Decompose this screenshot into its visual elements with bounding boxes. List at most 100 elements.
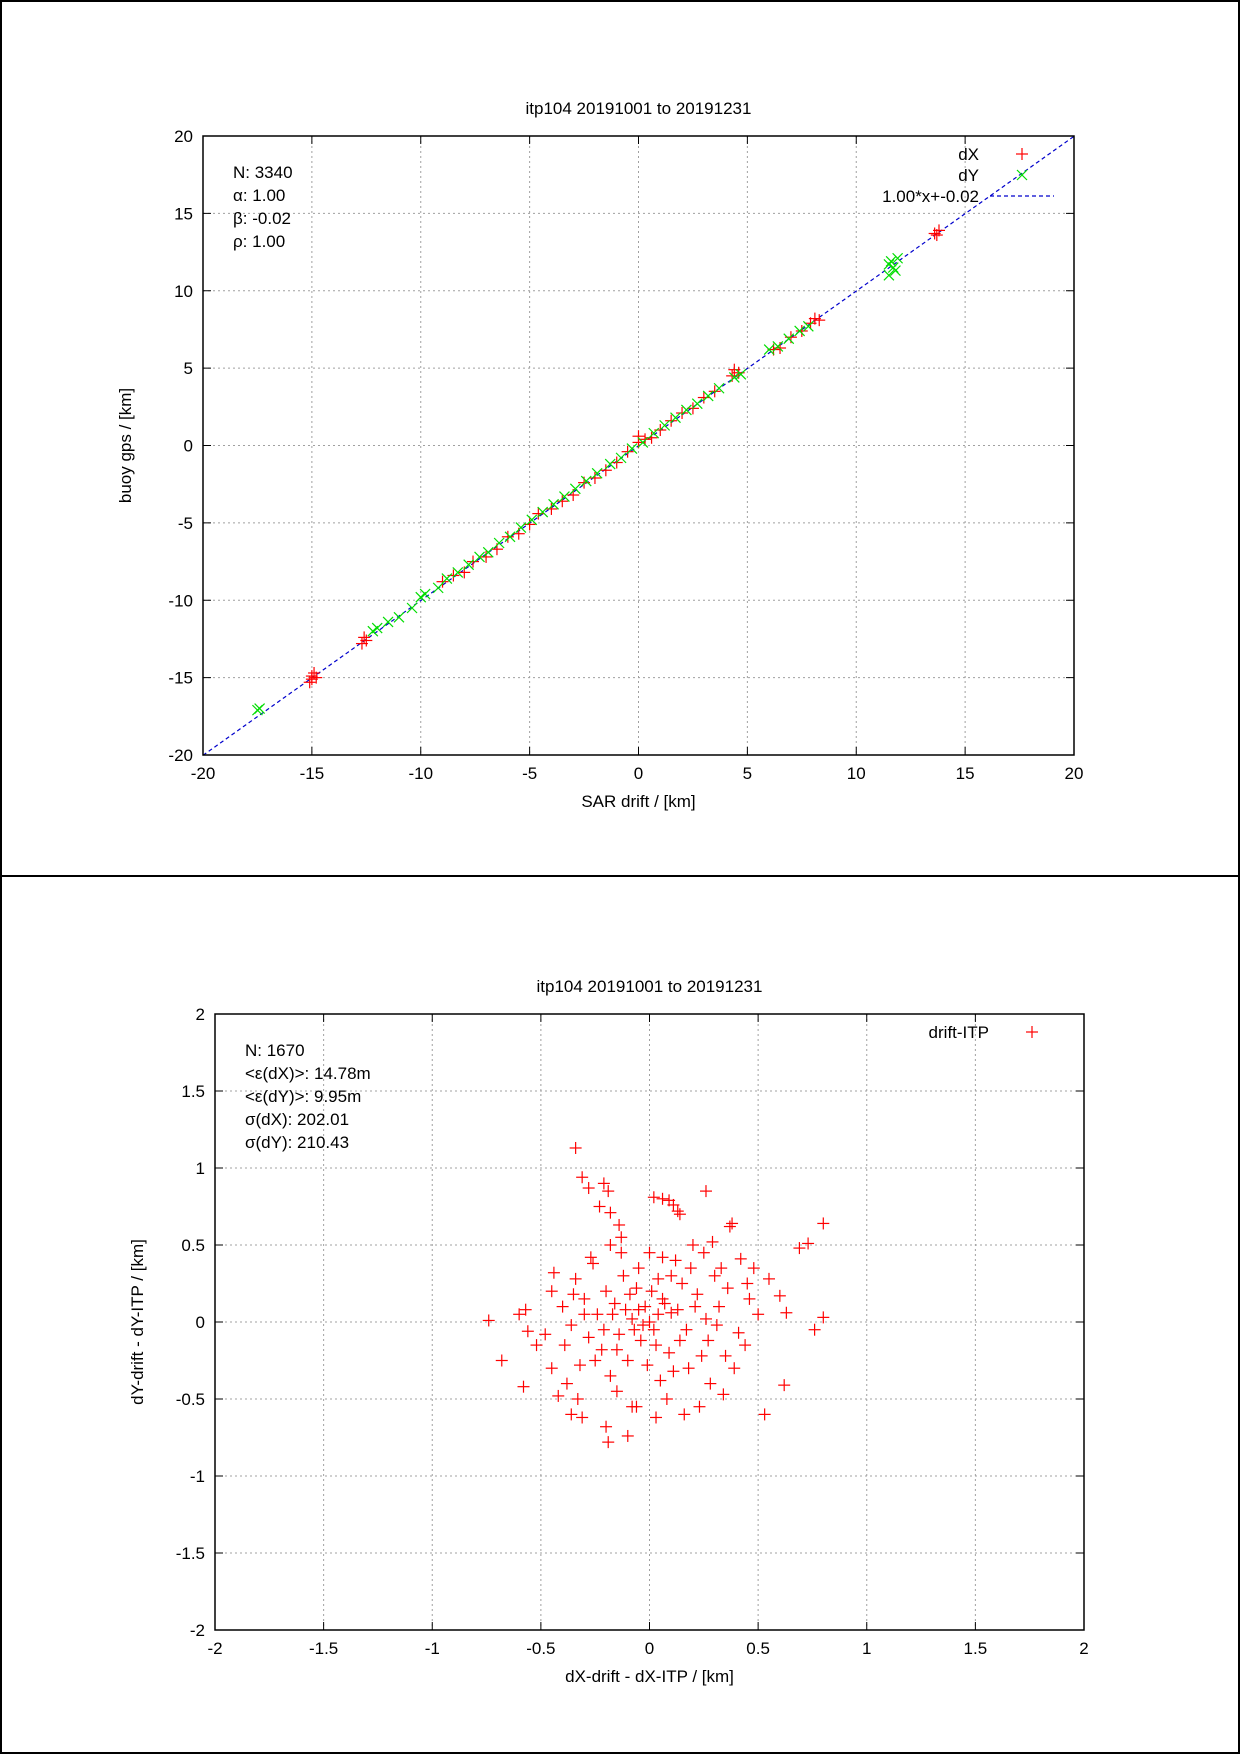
data-point-dy [670, 412, 681, 424]
data-point-dy [432, 582, 444, 594]
data-point-drift-itp [521, 1325, 534, 1338]
data-point-dy [591, 467, 603, 479]
data-point-dy [504, 531, 516, 543]
data-point-drift-itp [545, 1285, 558, 1298]
chart-panel-bottom: -2 -1.5 -1 -0.5 0 0.5 1 1.5 2 -2 -1.5 -1 -0.5 0 0.5 1 1.… [0, 875, 1240, 1754]
data-point-drift-itp [693, 1400, 706, 1413]
legend-marks [990, 148, 1054, 197]
y-tick-label: -10 [168, 591, 193, 610]
data-point-dy [885, 255, 897, 267]
data-point-drift-itp [593, 1200, 606, 1213]
data-point-dy [371, 622, 383, 634]
data-point-dy [691, 398, 703, 410]
data-point-drift-itp [571, 1393, 584, 1405]
data-point-drift-itp [717, 1388, 730, 1401]
data-point-drift-itp [778, 1379, 791, 1392]
data-point-drift-itp [530, 1339, 543, 1352]
data-point-drift-itp [678, 1408, 691, 1421]
data-point-dy [382, 616, 394, 628]
data-point-drift-itp [613, 1328, 626, 1341]
data-point-drift-itp [719, 1349, 732, 1362]
data-point-dy [419, 588, 431, 600]
data-point-drift-itp [817, 1217, 830, 1230]
data-point-dy [559, 491, 570, 502]
data-point-drift-itp [643, 1246, 656, 1259]
data-point-drift-itp [704, 1377, 717, 1390]
y-tick-label: -2 [190, 1621, 205, 1640]
data-point-drift-itp [597, 1323, 610, 1336]
data-point-dy [615, 452, 627, 464]
annotation-sigma-dx: σ(dX): 202.01 [245, 1110, 349, 1129]
data-point-drift-itp [671, 1303, 684, 1316]
legend-label-dx: dX [958, 145, 979, 164]
data-point-drift-itp [634, 1334, 647, 1347]
data-point-drift-itp [615, 1231, 628, 1244]
y-tick-label: -20 [168, 746, 193, 765]
data-point-drift-itp [519, 1303, 532, 1316]
data-point-drift-itp [652, 1308, 665, 1321]
y-tick-label: 5 [184, 359, 193, 378]
data-point-drift-itp [652, 1272, 665, 1285]
data-point-drift-itp [576, 1171, 589, 1184]
data-point-dy [441, 573, 453, 585]
data-point-drift-itp [728, 1362, 741, 1375]
data-point-dy [580, 475, 592, 487]
data-point-dy [648, 427, 660, 439]
data-point-drift-itp [567, 1288, 580, 1301]
data-point-dx [308, 666, 321, 679]
data-point-drift-itp [608, 1297, 621, 1310]
data-point-drift-itp [578, 1308, 591, 1321]
x-tick-label: 2 [1079, 1639, 1088, 1658]
data-point-drift-itp [663, 1346, 676, 1359]
data-point-dy [659, 419, 671, 431]
data-point-drift-itp [708, 1269, 721, 1282]
data-point-drift-itp [569, 1141, 582, 1154]
data-point-drift-itp [610, 1385, 623, 1398]
data-point-drift-itp [747, 1262, 760, 1275]
data-point-drift-itp [639, 1300, 652, 1313]
x-tick-label: -10 [408, 764, 433, 783]
data-point-drift-itp [621, 1429, 634, 1442]
y-tick-label: -5 [178, 514, 193, 533]
y-tick-label: 1.5 [181, 1082, 205, 1101]
data-point-drift-itp [576, 1411, 589, 1424]
data-point-dy [482, 546, 494, 558]
data-point-drift-itp [647, 1191, 660, 1204]
data-point-dx [467, 555, 480, 568]
annotation-beta: β: -0.02 [233, 209, 291, 228]
data-point-dx [545, 502, 558, 515]
data-point-dx [813, 314, 826, 327]
x-tick-label: 20 [1065, 764, 1084, 783]
data-point-drift-itp [656, 1192, 669, 1205]
data-point-drift-itp [595, 1343, 608, 1356]
data-point-drift-itp [691, 1288, 704, 1301]
data-point-drift-itp [547, 1266, 560, 1279]
x-tick-label: -1.5 [309, 1639, 338, 1658]
data-point-dx [639, 433, 652, 446]
data-point-drift-itp [741, 1277, 754, 1290]
data-point-drift-itp [665, 1269, 678, 1282]
data-point-drift-itp [613, 1218, 626, 1231]
x-tick-label: 0 [634, 764, 643, 783]
data-point-dx [523, 518, 536, 531]
data-point-drift-itp [669, 1254, 682, 1267]
data-point-drift-itp [628, 1323, 641, 1336]
data-point-dy [794, 325, 806, 337]
x-tick-label: -5 [522, 764, 537, 783]
legend-mark-dy [1016, 169, 1028, 181]
data-point-dx [599, 464, 612, 477]
data-point-drift-itp [689, 1300, 702, 1313]
data-point-drift-itp [610, 1343, 623, 1356]
chart-top-svg: -20 -15 -10 -5 0 5 10 15 20 -20 -15 -10 -5 0 5 10 15 20 i… [116, 99, 1084, 811]
data-point-dx [480, 550, 493, 563]
legend-mark-dx [1016, 148, 1028, 160]
x-axis-label: dX-drift - dX-ITP / [km] [565, 1667, 734, 1686]
data-point-dy [452, 566, 464, 578]
chart-bottom-svg: -2 -1.5 -1 -0.5 0 0.5 1 1.5 2 -2 -1.5 -1 -0.5 0 0.5 1 1.… [128, 977, 1089, 1686]
data-point-drift-itp [545, 1362, 558, 1375]
data-point-drift-itp [602, 1436, 615, 1449]
data-point-drift-itp [686, 1239, 699, 1251]
legend: drift-ITP [929, 1023, 1038, 1042]
data-point-dx [621, 445, 634, 458]
data-point-drift-itp [665, 1306, 678, 1319]
